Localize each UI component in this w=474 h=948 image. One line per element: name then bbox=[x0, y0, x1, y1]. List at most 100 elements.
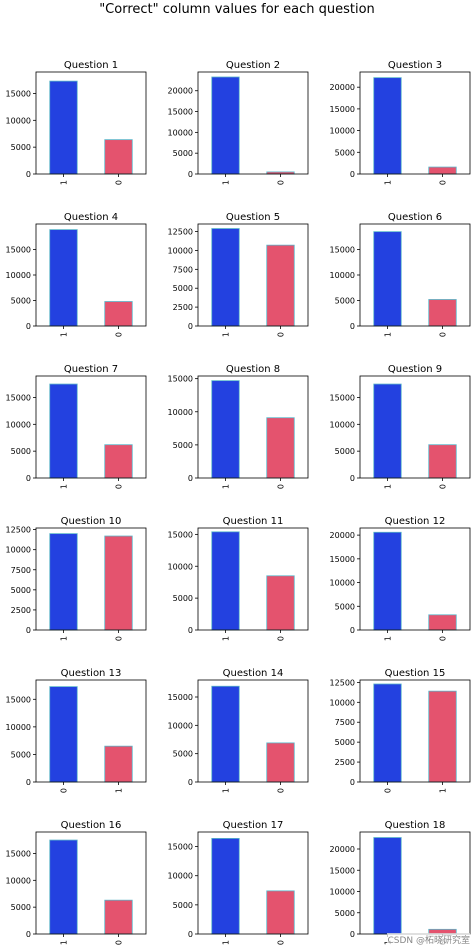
subplot-title: Question 2 bbox=[226, 60, 280, 71]
bar-0 bbox=[104, 139, 133, 175]
subplot-title: Question 17 bbox=[223, 820, 284, 831]
figure-title: "Correct" column values for each questio… bbox=[99, 2, 375, 17]
x-tick-label: 0 bbox=[277, 180, 286, 185]
y-tick-label: 10000 bbox=[168, 562, 193, 571]
x-tick-label: 0 bbox=[384, 788, 393, 793]
y-tick-label: 20000 bbox=[330, 845, 355, 854]
x-tick-label: 1 bbox=[60, 636, 69, 641]
axes-frame bbox=[359, 679, 471, 783]
bar-1 bbox=[373, 383, 402, 479]
x-tick-label: 0 bbox=[277, 940, 286, 945]
bar-1 bbox=[49, 80, 78, 175]
bar-1 bbox=[373, 531, 402, 631]
subplot-title: Question 18 bbox=[385, 820, 446, 831]
y-tick-label: 5000 bbox=[11, 750, 31, 759]
y-tick-label: 15000 bbox=[330, 393, 355, 402]
y-tick-label: 0 bbox=[26, 626, 31, 635]
bar-1 bbox=[104, 745, 133, 783]
bar-1 bbox=[211, 531, 240, 631]
y-tick-label: 5000 bbox=[11, 903, 31, 912]
y-tick-label: 0 bbox=[350, 626, 355, 635]
x-tick-label: 1 bbox=[222, 332, 231, 337]
bar-1 bbox=[211, 685, 240, 783]
bar-0 bbox=[266, 742, 295, 783]
y-tick-label: 10000 bbox=[6, 723, 31, 732]
subplot-title: Question 3 bbox=[388, 60, 442, 71]
subplot-title: Question 5 bbox=[226, 212, 280, 223]
y-tick-label: 12500 bbox=[6, 526, 31, 535]
axes-frame bbox=[359, 527, 471, 631]
axes-frame bbox=[197, 375, 309, 479]
y-tick-label: 2500 bbox=[11, 606, 31, 615]
subplot-title: Question 7 bbox=[64, 364, 118, 375]
y-tick-label: 0 bbox=[350, 474, 355, 483]
y-tick-label: 20000 bbox=[168, 87, 193, 96]
x-tick-label: 0 bbox=[277, 788, 286, 793]
x-tick-label: 0 bbox=[115, 636, 124, 641]
bar-1 bbox=[49, 839, 78, 935]
x-tick-label: 1 bbox=[384, 484, 393, 489]
y-tick-label: 7500 bbox=[173, 265, 193, 274]
y-tick-label: 10000 bbox=[6, 420, 31, 429]
bar-0 bbox=[266, 575, 295, 631]
y-tick-label: 10000 bbox=[330, 420, 355, 429]
y-tick-label: 2500 bbox=[173, 303, 193, 312]
x-tick-label: 0 bbox=[439, 484, 448, 489]
subplot-question-3: 0 5000 10000 15000 20000 1 0 Question 3 bbox=[330, 60, 471, 185]
x-tick-label: 1 bbox=[439, 788, 448, 793]
y-tick-label: 5000 bbox=[335, 148, 355, 157]
x-tick-label: 1 bbox=[222, 484, 231, 489]
x-tick-label: 0 bbox=[439, 180, 448, 185]
bar-1 bbox=[211, 380, 240, 479]
x-tick-label: 0 bbox=[115, 180, 124, 185]
subplot-question-12: 0 5000 10000 15000 20000 1 0 Question 12 bbox=[330, 516, 471, 641]
y-tick-label: 5000 bbox=[173, 149, 193, 158]
subplot-question-6: 0 5000 10000 15000 1 0 Question 6 bbox=[330, 212, 471, 337]
subplot-title: Question 8 bbox=[226, 364, 280, 375]
y-tick-label: 10000 bbox=[6, 271, 31, 280]
y-tick-label: 0 bbox=[188, 170, 193, 179]
y-tick-label: 10000 bbox=[6, 116, 31, 125]
y-tick-label: 0 bbox=[26, 322, 31, 331]
y-tick-label: 5000 bbox=[335, 909, 355, 918]
subplot-question-5: 0 2500 5000 7500 10000 12500 1 0 Question 5 bbox=[168, 212, 309, 337]
bar-0 bbox=[266, 890, 295, 935]
x-tick-label: 0 bbox=[439, 332, 448, 337]
subplot-title: Question 1 bbox=[64, 60, 118, 71]
y-tick-label: 10000 bbox=[330, 888, 355, 897]
y-tick-label: 15000 bbox=[6, 695, 31, 704]
y-tick-label: 0 bbox=[26, 778, 31, 787]
subplot-question-15: 0 2500 5000 7500 10000 12500 0 1 Question 15 bbox=[330, 668, 471, 793]
y-tick-label: 12500 bbox=[168, 228, 193, 237]
y-tick-label: 5000 bbox=[11, 447, 31, 456]
y-tick-label: 5000 bbox=[11, 586, 31, 595]
y-tick-label: 0 bbox=[350, 778, 355, 787]
subplot-question-4: 0 5000 10000 15000 1 0 Question 4 bbox=[6, 212, 147, 337]
subplot-title: Question 14 bbox=[223, 668, 284, 679]
y-tick-label: 5000 bbox=[173, 901, 193, 910]
y-tick-label: 0 bbox=[350, 322, 355, 331]
y-tick-label: 10000 bbox=[168, 721, 193, 730]
y-tick-label: 7500 bbox=[11, 566, 31, 575]
x-tick-label: 0 bbox=[277, 332, 286, 337]
subplot-question-13: 0 5000 10000 15000 0 1 Question 13 bbox=[6, 668, 147, 793]
y-tick-label: 5000 bbox=[173, 594, 193, 603]
bar-1 bbox=[49, 229, 78, 327]
y-tick-label: 10000 bbox=[330, 271, 355, 280]
bar-1 bbox=[373, 837, 402, 935]
bar-0 bbox=[104, 899, 133, 935]
bar-1 bbox=[373, 77, 402, 175]
y-tick-label: 0 bbox=[188, 474, 193, 483]
x-tick-label: 0 bbox=[115, 484, 124, 489]
y-tick-label: 5000 bbox=[335, 738, 355, 747]
axes-frame bbox=[35, 375, 147, 479]
subplot-question-10: 0 2500 5000 7500 10000 12500 1 0 Question 10 bbox=[6, 516, 147, 641]
y-tick-label: 5000 bbox=[173, 284, 193, 293]
y-tick-label: 10000 bbox=[330, 579, 355, 588]
bar-0 bbox=[428, 166, 457, 175]
y-tick-label: 15000 bbox=[168, 530, 193, 539]
y-tick-label: 10000 bbox=[168, 408, 193, 417]
y-tick-label: 10000 bbox=[168, 872, 193, 881]
x-tick-label: 1 bbox=[60, 484, 69, 489]
